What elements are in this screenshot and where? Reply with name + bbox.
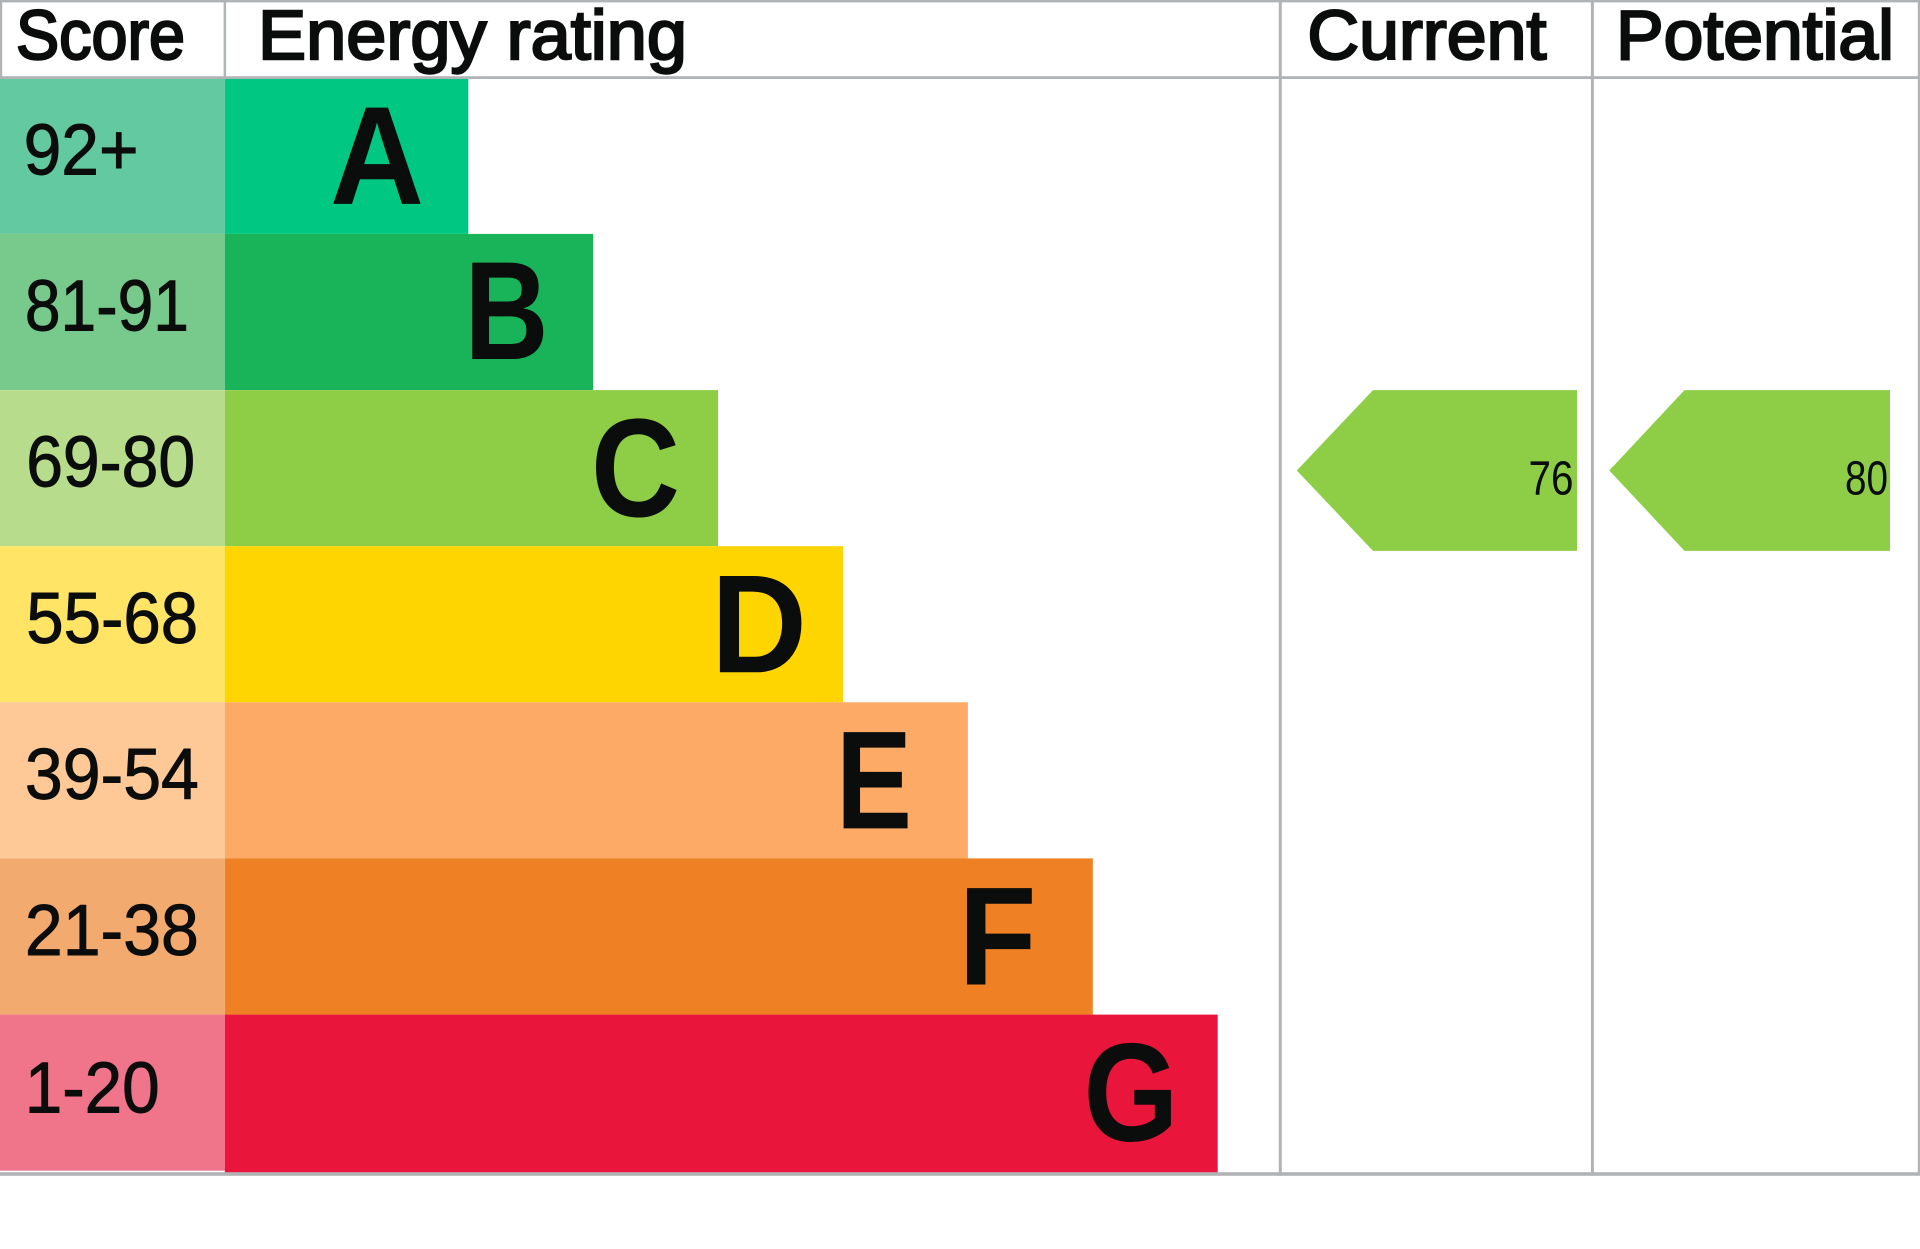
- svg-text:21-38: 21-38: [25, 891, 199, 971]
- svg-text:55-68: 55-68: [26, 579, 198, 659]
- svg-text:69-80: 69-80: [26, 423, 195, 503]
- svg-text:C: C: [591, 389, 680, 546]
- svg-text:A: A: [330, 77, 424, 234]
- svg-text:92+: 92+: [24, 110, 139, 190]
- svg-text:Current: Current: [1307, 0, 1546, 74]
- svg-text:39-54: 39-54: [25, 735, 199, 815]
- svg-text:Potential: Potential: [1616, 0, 1894, 74]
- svg-text:B: B: [465, 232, 549, 389]
- svg-text:E: E: [836, 701, 912, 858]
- svg-text:G: G: [1084, 1014, 1179, 1171]
- svg-text:80: 80: [1845, 453, 1888, 506]
- svg-text:1-20: 1-20: [25, 1048, 160, 1128]
- svg-text:76: 76: [1529, 453, 1574, 506]
- svg-text:Energy rating: Energy rating: [258, 0, 687, 74]
- svg-text:Score: Score: [16, 0, 185, 74]
- svg-text:F: F: [959, 858, 1037, 1015]
- svg-text:D: D: [711, 545, 807, 702]
- svg-text:81-91: 81-91: [25, 267, 189, 347]
